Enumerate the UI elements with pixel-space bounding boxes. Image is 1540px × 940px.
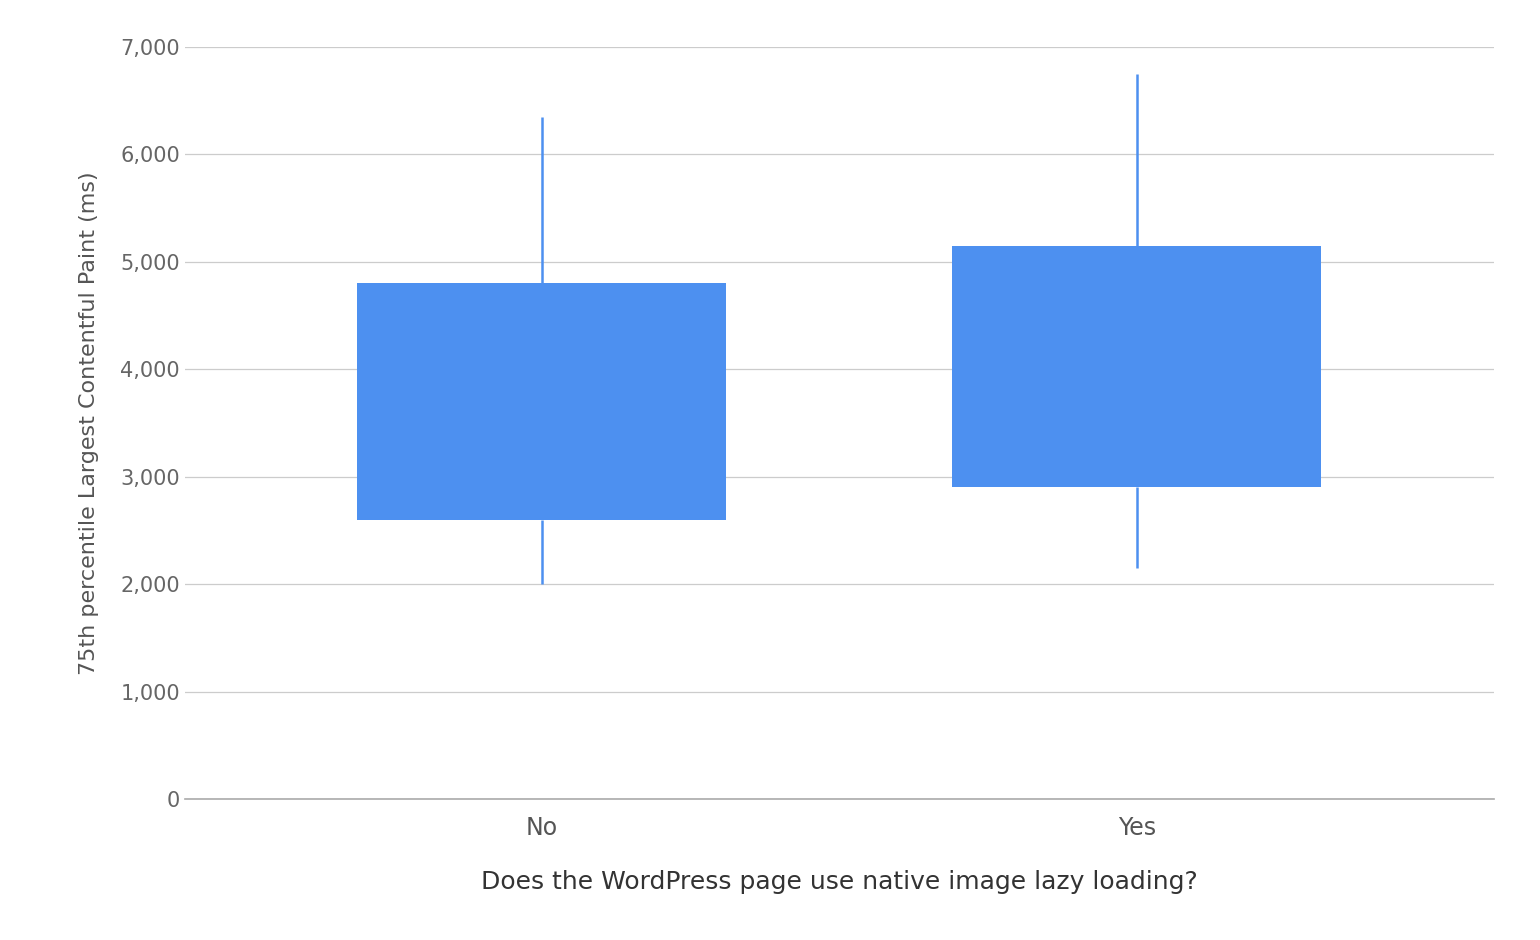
Bar — [357, 283, 727, 520]
Y-axis label: 75th percentile Largest Contentful Paint (ms): 75th percentile Largest Contentful Paint… — [80, 171, 100, 675]
X-axis label: Does the WordPress page use native image lazy loading?: Does the WordPress page use native image… — [480, 870, 1198, 894]
Bar — [952, 245, 1321, 488]
